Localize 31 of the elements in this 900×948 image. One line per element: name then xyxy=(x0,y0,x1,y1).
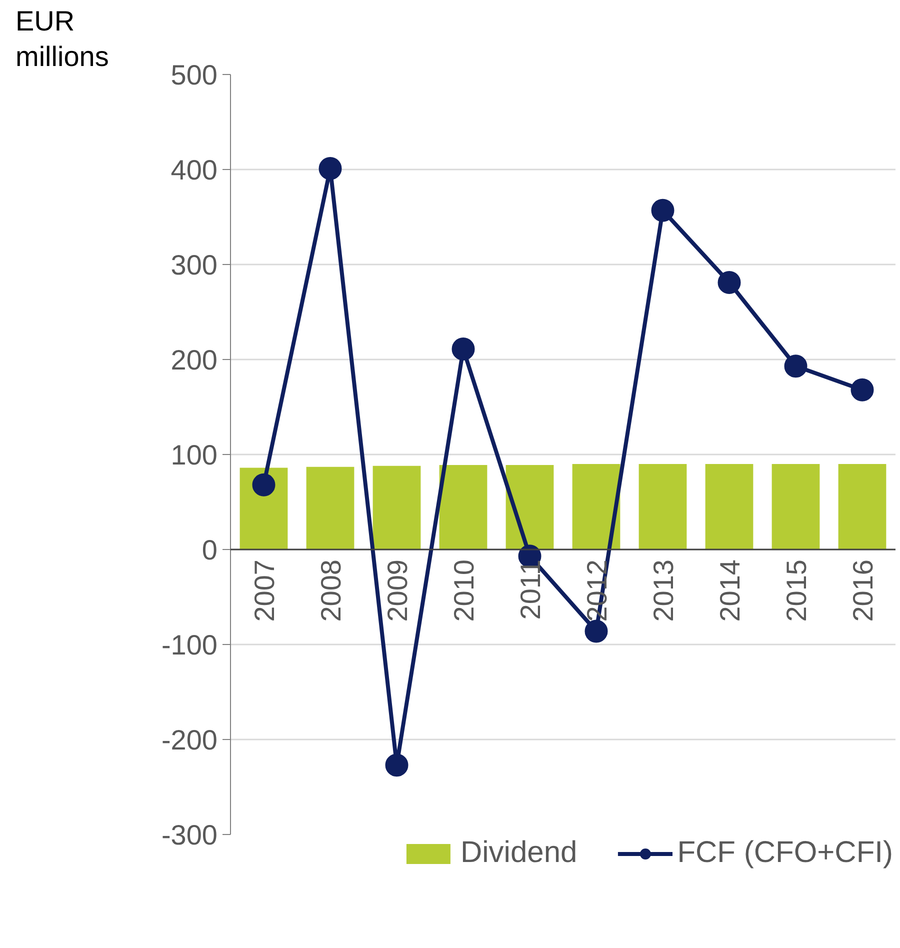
y-tick-label: 200 xyxy=(170,344,218,376)
point xyxy=(452,338,475,361)
y-axis-title: EUR millions xyxy=(16,5,109,72)
x-tick-label: 2011 xyxy=(514,559,546,620)
y-tick-label: -200 xyxy=(161,724,218,756)
x-tick-label: 2010 xyxy=(448,559,480,622)
x-tick-label: 2015 xyxy=(780,559,812,622)
point xyxy=(718,271,741,294)
point xyxy=(385,754,408,777)
point xyxy=(850,378,874,402)
y-tick-label: 400 xyxy=(170,154,218,186)
x-tick-label: 2013 xyxy=(648,559,679,622)
x-tick-label: 2016 xyxy=(847,559,878,622)
y-tick-label: 100 xyxy=(170,440,218,470)
point xyxy=(584,620,608,643)
y-tick-label: -300 xyxy=(161,820,218,850)
x-tick-label: 2008 xyxy=(315,559,346,622)
legend-label: Dividend xyxy=(460,836,578,870)
point xyxy=(651,198,674,222)
point xyxy=(252,473,276,496)
x-tick-label: 2009 xyxy=(382,559,413,622)
x-tick-label: 2012 xyxy=(581,559,612,622)
x-tick-label: 2007 xyxy=(248,559,280,622)
y-tick-label: 0 xyxy=(202,534,218,566)
point xyxy=(784,354,808,378)
y-tick-label: 300 xyxy=(170,250,218,280)
legend-label: FCF (CFO+CFI) xyxy=(677,836,893,870)
y-tick-label: -100 xyxy=(161,630,218,660)
point xyxy=(318,157,342,180)
y-tick-label: 500 xyxy=(170,60,218,90)
x-tick-label: 2014 xyxy=(714,559,746,622)
